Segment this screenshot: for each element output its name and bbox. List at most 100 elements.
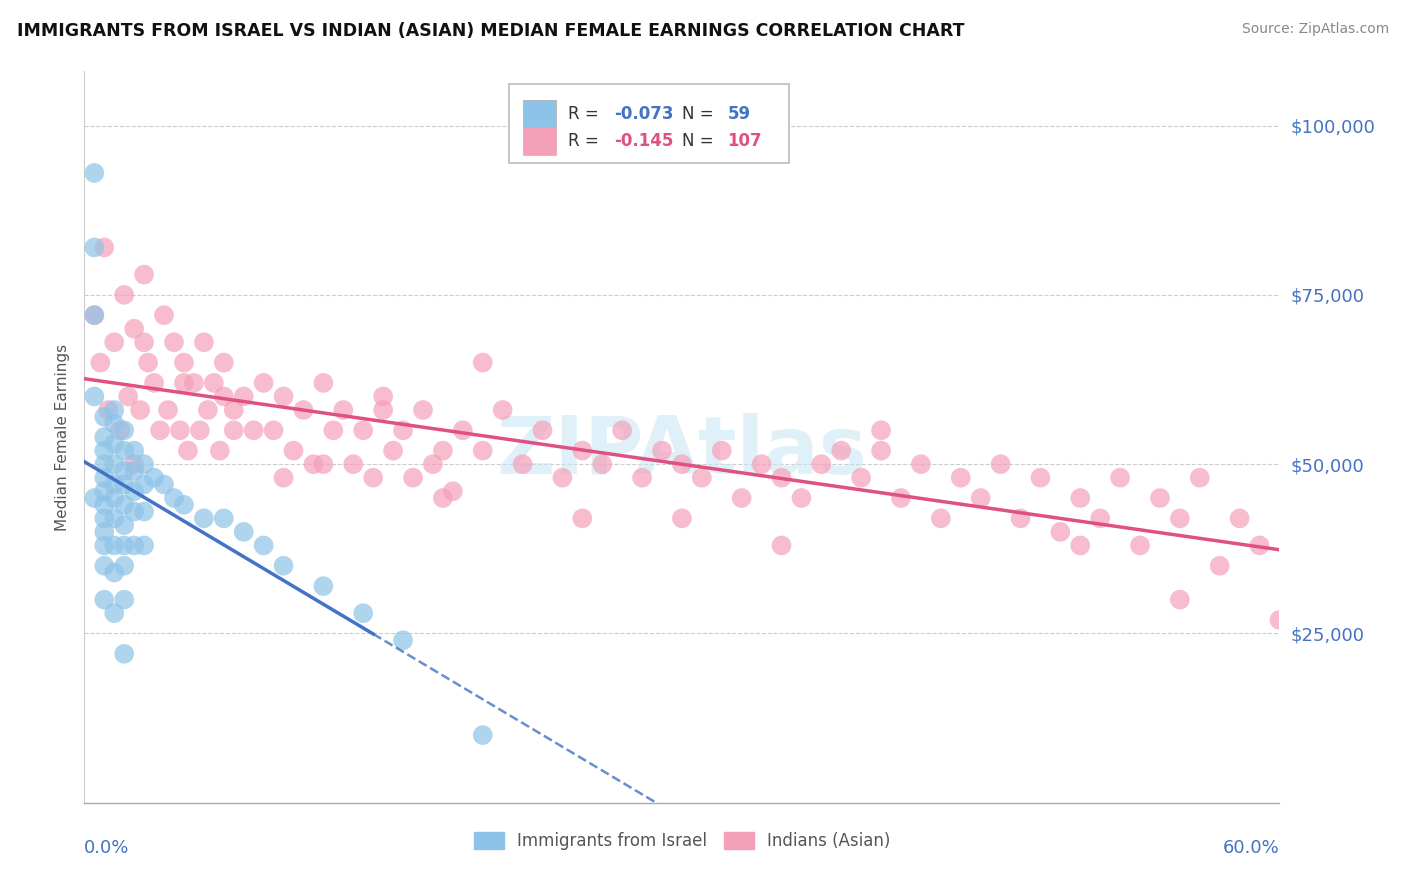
Point xyxy=(870,423,893,437)
Point xyxy=(112,592,135,607)
Point xyxy=(352,606,374,620)
Text: 107: 107 xyxy=(727,132,762,150)
Point xyxy=(253,538,276,552)
Point xyxy=(242,423,264,437)
Point xyxy=(112,538,135,552)
Legend: Immigrants from Israel, Indians (Asian): Immigrants from Israel, Indians (Asian) xyxy=(467,825,897,856)
Point xyxy=(117,389,139,403)
Point xyxy=(830,443,852,458)
Text: N =: N = xyxy=(682,132,718,150)
Point xyxy=(163,491,186,505)
Point xyxy=(122,505,145,519)
Point xyxy=(93,558,115,573)
Point xyxy=(1149,491,1171,505)
Point xyxy=(132,457,156,471)
Point xyxy=(631,471,654,485)
Point xyxy=(253,376,276,390)
Point xyxy=(132,335,156,350)
Point xyxy=(93,430,115,444)
Point xyxy=(990,457,1012,471)
Point xyxy=(471,728,494,742)
Point xyxy=(790,491,813,505)
Point xyxy=(193,335,215,350)
Point xyxy=(531,423,554,437)
Point xyxy=(273,389,295,403)
Point xyxy=(197,403,219,417)
Point xyxy=(910,457,932,471)
Point xyxy=(571,443,593,458)
Point xyxy=(103,403,125,417)
Point xyxy=(208,443,231,458)
Point xyxy=(1229,511,1251,525)
Point xyxy=(1090,511,1112,525)
Point xyxy=(512,457,534,471)
Point xyxy=(153,477,176,491)
Point xyxy=(870,443,893,458)
Point xyxy=(591,457,613,471)
Point xyxy=(153,308,176,322)
Point xyxy=(202,376,225,390)
Point xyxy=(212,389,235,403)
Point xyxy=(929,511,952,525)
Point xyxy=(112,498,135,512)
Point xyxy=(193,511,215,525)
Point xyxy=(173,376,195,390)
Point xyxy=(103,335,125,350)
Point xyxy=(612,423,634,437)
Text: -0.073: -0.073 xyxy=(614,105,673,123)
Point xyxy=(93,498,115,512)
Point xyxy=(1069,491,1091,505)
Point xyxy=(1209,558,1232,573)
Point xyxy=(83,308,105,322)
Point xyxy=(163,335,186,350)
Point xyxy=(302,457,325,471)
Point xyxy=(283,443,305,458)
Text: ZIPAtlas: ZIPAtlas xyxy=(496,413,868,491)
Point xyxy=(183,376,205,390)
Point xyxy=(93,443,115,458)
Point xyxy=(93,484,115,499)
Point xyxy=(103,477,125,491)
Point xyxy=(93,457,115,471)
Point xyxy=(432,491,454,505)
Point xyxy=(451,423,474,437)
Point xyxy=(93,511,115,525)
Bar xyxy=(523,100,557,128)
Point xyxy=(671,511,693,525)
Point xyxy=(112,477,135,491)
Y-axis label: Median Female Earnings: Median Female Earnings xyxy=(55,343,70,531)
Point xyxy=(112,288,135,302)
Point xyxy=(112,443,135,458)
Point xyxy=(1129,538,1152,552)
Point xyxy=(122,457,145,471)
Text: -0.145: -0.145 xyxy=(614,132,673,150)
Point xyxy=(143,471,166,485)
Point xyxy=(169,423,191,437)
Point xyxy=(332,403,354,417)
Point xyxy=(471,355,494,369)
Point xyxy=(949,471,972,485)
Point xyxy=(132,477,156,491)
Point xyxy=(89,355,111,369)
Point xyxy=(1049,524,1071,539)
Point xyxy=(890,491,912,505)
Point xyxy=(1249,538,1271,552)
Point xyxy=(112,558,135,573)
Point xyxy=(273,471,295,485)
Text: Source: ZipAtlas.com: Source: ZipAtlas.com xyxy=(1241,22,1389,37)
Point xyxy=(312,579,335,593)
Text: 59: 59 xyxy=(727,105,751,123)
Point xyxy=(177,443,200,458)
Point xyxy=(851,471,873,485)
Point xyxy=(671,457,693,471)
Point xyxy=(188,423,211,437)
Point xyxy=(157,403,180,417)
Point xyxy=(93,592,115,607)
Point xyxy=(1188,471,1211,485)
Point xyxy=(122,538,145,552)
Point xyxy=(710,443,733,458)
Text: 0.0%: 0.0% xyxy=(84,839,129,857)
Point xyxy=(132,268,156,282)
Point xyxy=(322,423,344,437)
Point xyxy=(103,457,125,471)
